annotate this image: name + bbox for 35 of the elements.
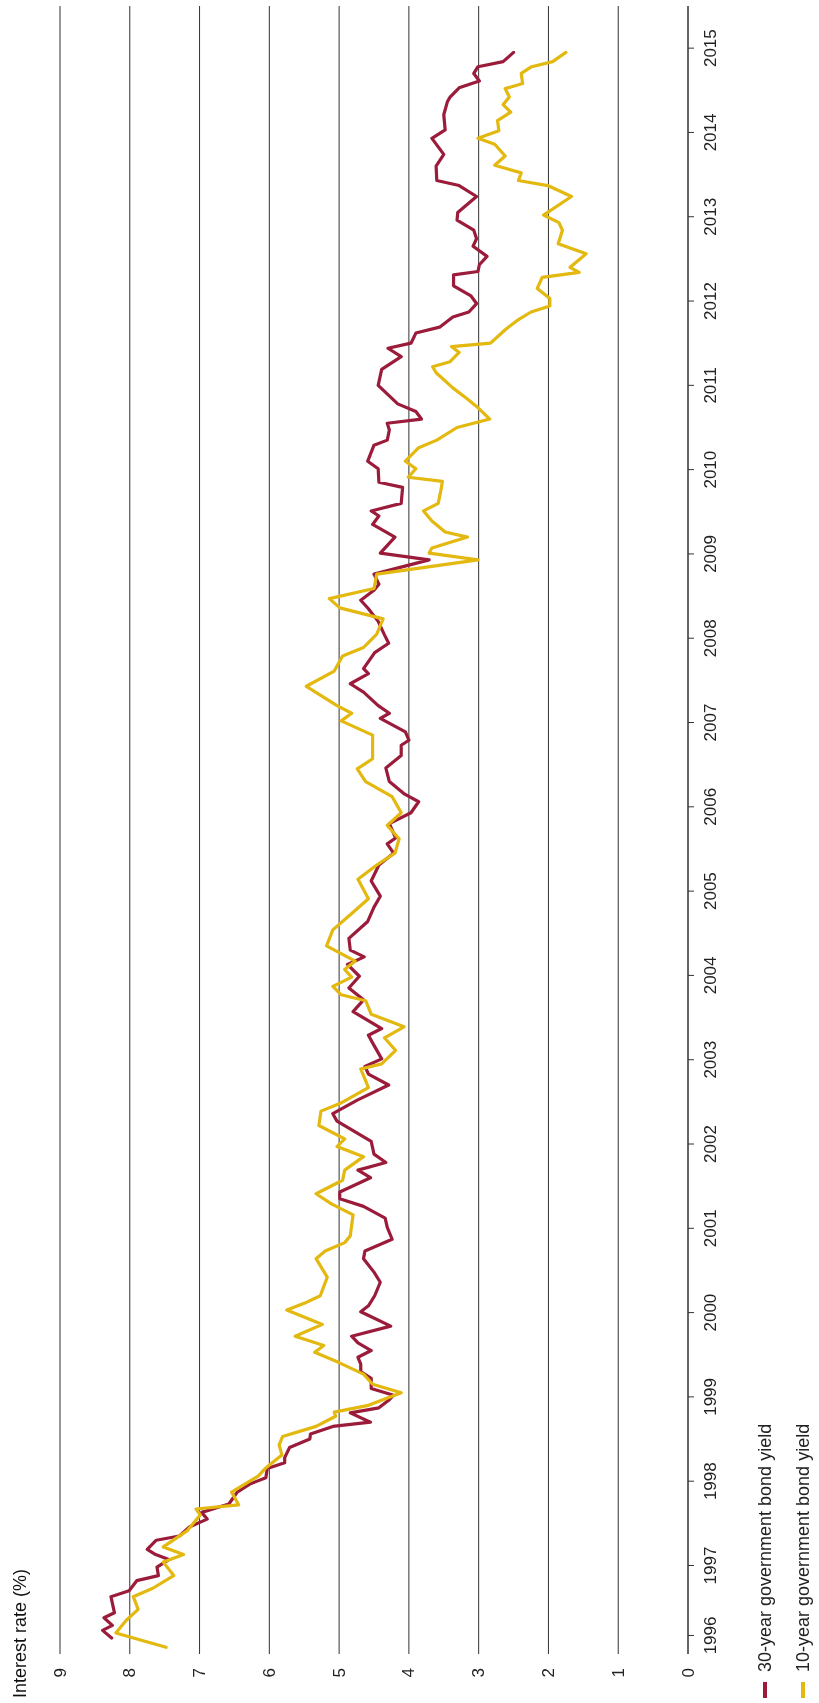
y-tick-label: 2012: [700, 282, 720, 320]
y-tick-label: 2011: [700, 367, 720, 404]
y-tick-label: 2003: [700, 1040, 720, 1079]
x-tick-label: 3: [469, 1668, 489, 1678]
x-tick-label: 6: [259, 1668, 279, 1678]
y-tick-label: 2015: [700, 29, 720, 68]
text: 10-year government bond yield: [793, 1423, 813, 1672]
y-tick-label: 2007: [700, 703, 720, 742]
line-series: [114, 50, 588, 1649]
y-tick-label: 2010: [700, 450, 720, 489]
x-tick-label: 0: [678, 1668, 698, 1678]
y-tick-label: 2014: [700, 113, 720, 152]
y-tick-label: 2009: [700, 535, 720, 573]
y-tick-label: 2004: [700, 956, 720, 995]
y-tick-label: 1999: [700, 1377, 720, 1416]
x-tick-label: 4: [399, 1668, 419, 1678]
text: Interest rate (%): [10, 1568, 30, 1698]
x-tick-label: 1: [608, 1668, 628, 1678]
y-tick-label: 2006: [700, 787, 720, 826]
y-tick-label: 2005: [700, 872, 720, 911]
x-tick-label: 5: [329, 1668, 349, 1678]
y-tick-label: 1998: [700, 1462, 720, 1501]
line-series: [100, 50, 516, 1640]
y-tick-label: 2013: [700, 197, 720, 236]
x-tick-label: 8: [120, 1668, 140, 1678]
y-tick-label: 2001: [700, 1209, 720, 1248]
text: 30-year government bond yield: [755, 1423, 775, 1672]
y-tick-label: 1997: [700, 1546, 720, 1585]
y-tick-label: 2008: [700, 619, 720, 658]
x-tick-label: 2: [538, 1668, 558, 1678]
y-tick-label: 1996: [700, 1616, 720, 1655]
x-tick-label: 9: [50, 1668, 70, 1678]
x-tick-label: 7: [190, 1668, 210, 1678]
y-tick-label: 2000: [700, 1293, 720, 1332]
y-tick-label: 2002: [700, 1125, 720, 1163]
